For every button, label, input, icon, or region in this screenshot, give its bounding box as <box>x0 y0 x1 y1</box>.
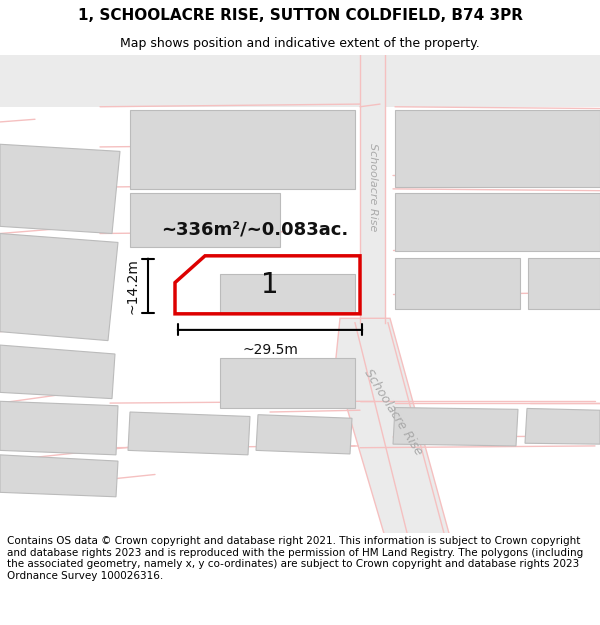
Text: Contains OS data © Crown copyright and database right 2021. This information is : Contains OS data © Crown copyright and d… <box>7 536 583 581</box>
Text: ~29.5m: ~29.5m <box>242 343 298 357</box>
Polygon shape <box>130 193 280 247</box>
Polygon shape <box>0 455 118 497</box>
Polygon shape <box>395 259 520 309</box>
Text: Schoolacre Rise: Schoolacre Rise <box>368 143 378 231</box>
Polygon shape <box>525 409 600 444</box>
Text: Map shows position and indicative extent of the property.: Map shows position and indicative extent… <box>120 38 480 51</box>
Polygon shape <box>355 322 445 537</box>
Polygon shape <box>256 414 352 454</box>
Polygon shape <box>0 345 115 399</box>
Polygon shape <box>130 111 355 189</box>
Text: ~336m²/~0.083ac.: ~336m²/~0.083ac. <box>161 220 349 238</box>
Polygon shape <box>360 55 385 323</box>
Text: 1: 1 <box>261 271 279 299</box>
Polygon shape <box>393 408 518 446</box>
Polygon shape <box>395 193 600 251</box>
Text: ~14.2m: ~14.2m <box>126 258 140 314</box>
Polygon shape <box>335 318 450 537</box>
Polygon shape <box>395 111 600 187</box>
Text: Schoolacre Rise: Schoolacre Rise <box>361 366 425 458</box>
Polygon shape <box>220 359 355 408</box>
Polygon shape <box>220 274 355 314</box>
Polygon shape <box>528 259 600 309</box>
Text: 1, SCHOOLACRE RISE, SUTTON COLDFIELD, B74 3PR: 1, SCHOOLACRE RISE, SUTTON COLDFIELD, B7… <box>77 8 523 23</box>
Polygon shape <box>0 55 600 107</box>
Polygon shape <box>0 234 118 341</box>
Polygon shape <box>0 144 120 234</box>
Polygon shape <box>128 412 250 455</box>
Polygon shape <box>0 401 118 455</box>
